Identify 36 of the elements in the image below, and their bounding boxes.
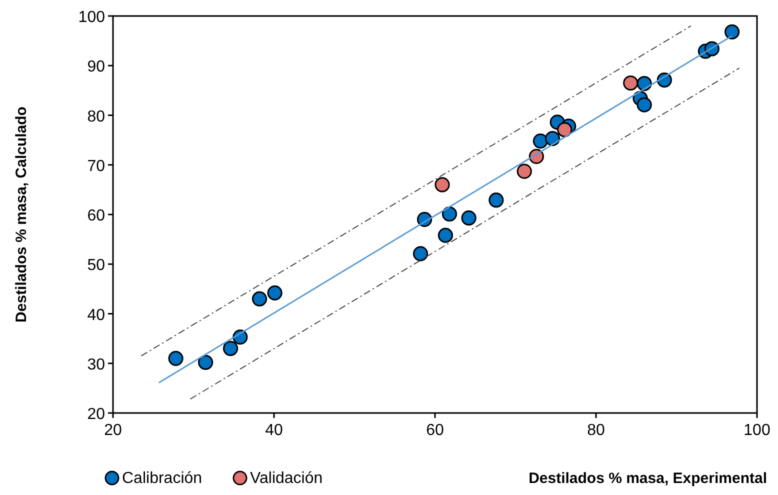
point bbox=[516, 164, 532, 179]
x-tick-label: 20 bbox=[104, 422, 122, 439]
y-tick-label: 80 bbox=[87, 108, 106, 126]
point bbox=[198, 354, 214, 370]
point bbox=[442, 206, 458, 222]
point bbox=[724, 24, 740, 40]
legend-label: Validación bbox=[250, 470, 323, 487]
x-tick-label: 40 bbox=[265, 422, 283, 439]
y-tick-label: 100 bbox=[78, 9, 106, 26]
y-tick-label: 50 bbox=[87, 257, 106, 274]
point bbox=[636, 97, 652, 112]
point bbox=[623, 75, 638, 91]
y-tick-label: 70 bbox=[87, 158, 106, 175]
point bbox=[438, 228, 454, 243]
y-tick-label: 30 bbox=[87, 356, 106, 374]
point bbox=[434, 177, 450, 192]
point bbox=[557, 122, 572, 138]
y-axis-title: Destilados % masa, Calculado bbox=[13, 106, 30, 322]
point bbox=[544, 131, 560, 146]
point bbox=[488, 192, 504, 208]
y-tick-label: 90 bbox=[87, 58, 106, 76]
point bbox=[252, 291, 268, 306]
point bbox=[461, 210, 476, 226]
point bbox=[412, 246, 428, 262]
point bbox=[168, 350, 184, 366]
point bbox=[532, 134, 548, 149]
x-tick-label: 80 bbox=[587, 422, 605, 439]
y-tick-label: 40 bbox=[87, 306, 106, 324]
point bbox=[267, 285, 282, 300]
point bbox=[222, 340, 238, 356]
y-tick-label: 60 bbox=[87, 208, 106, 224]
y-tick-label: 20 bbox=[87, 406, 106, 423]
legend-label: Calibración bbox=[122, 470, 202, 487]
x-axis-title: Destilados % masa, Experimental bbox=[528, 470, 767, 487]
x-tick-label: 100 bbox=[744, 422, 770, 439]
x-tick-label: 60 bbox=[426, 422, 444, 439]
